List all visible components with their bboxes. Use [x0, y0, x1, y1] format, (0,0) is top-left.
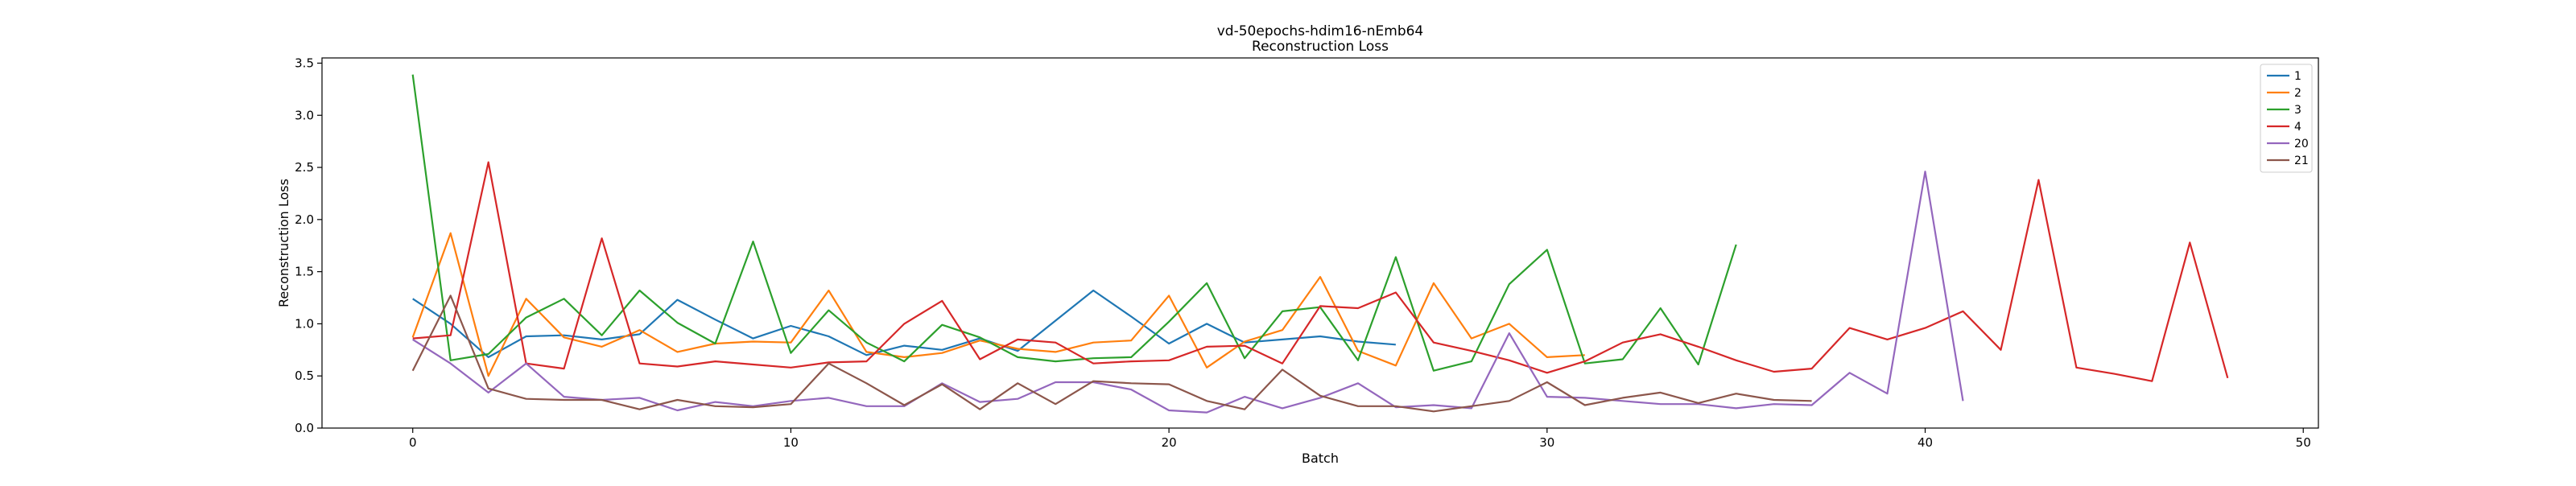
legend-label-1: 1 — [2294, 70, 2301, 83]
series-line-4 — [412, 161, 2229, 382]
chart-subtitle: Reconstruction Loss — [1252, 39, 1389, 55]
x-axis-label: Batch — [1302, 451, 1339, 466]
legend-box — [2260, 64, 2313, 173]
series-line-1 — [412, 289, 1396, 358]
legend-label-2: 2 — [2294, 87, 2301, 100]
legend: 1 2 3 4 20 21 — [2260, 64, 2313, 173]
y-axis-label: Reconstruction Loss — [276, 179, 291, 307]
y-tick-label: 3.0 — [295, 108, 314, 122]
x-tick-label: 0 — [409, 435, 417, 450]
x-tick-label: 40 — [1918, 435, 1933, 450]
axes-frame — [321, 57, 2319, 429]
series-line-3 — [411, 74, 1737, 372]
y-tick-label: 0.0 — [295, 421, 314, 435]
chart-title: vd-50epochs-hdim16-nEmb64 — [1217, 23, 1424, 39]
series-line-2 — [411, 232, 1585, 377]
legend-label-21: 21 — [2294, 154, 2309, 167]
x-tick-label: 10 — [783, 435, 799, 450]
series-line-20 — [412, 171, 1964, 414]
x-tick-label: 20 — [1162, 435, 1177, 450]
y-tick-label: 2.5 — [295, 160, 314, 175]
legend-label-20: 20 — [2294, 138, 2309, 150]
y-tick-label: 1.0 — [295, 316, 314, 331]
legend-label-3: 3 — [2294, 104, 2301, 117]
y-tick-label: 1.5 — [295, 265, 314, 279]
x-tick-label: 50 — [2296, 435, 2311, 450]
y-tick-label: 3.5 — [295, 56, 314, 70]
y-tick-label: 0.5 — [295, 369, 314, 383]
x-tick-label: 30 — [1539, 435, 1554, 450]
axes-layer: 0 10 20 30 40 50 0.0 0.5 1.0 1.5 2.0 2.5 3.0 3.5 — [295, 56, 2319, 450]
legend-label-4: 4 — [2294, 121, 2301, 134]
y-tick-label: 2.0 — [295, 212, 314, 227]
series-layer — [411, 74, 2229, 414]
series-line-21 — [411, 294, 1812, 413]
